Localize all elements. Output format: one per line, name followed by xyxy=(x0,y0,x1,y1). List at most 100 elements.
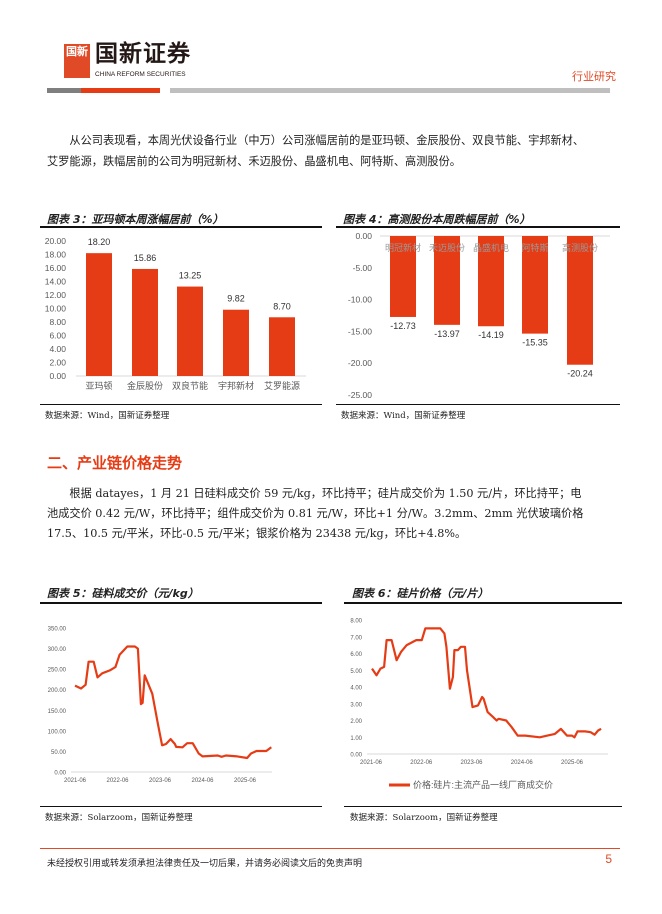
divider xyxy=(40,404,322,405)
data-label: 15.86 xyxy=(134,253,157,263)
y-tick-label: 1.00 xyxy=(350,736,362,742)
category-label: 阿特斯 xyxy=(521,242,548,253)
fig4-caption: 图表 4：高测股份本周跌幅居前（%） xyxy=(343,213,531,226)
header-divider xyxy=(170,88,610,93)
divider xyxy=(40,806,322,807)
x-tick-label: 2025-06 xyxy=(234,778,257,784)
bar xyxy=(132,268,158,376)
divider xyxy=(336,226,620,228)
y-tick-label: 7.00 xyxy=(350,635,362,641)
y-tick-label: 300.00 xyxy=(48,647,67,653)
price-paragraph: 根据 datayes，1 月 21 日硅料成交价 59 元/kg，环比持平；硅片… xyxy=(47,484,587,544)
y-tick-label: 150.00 xyxy=(48,709,67,715)
category-label: 金辰股份 xyxy=(127,380,163,391)
divider xyxy=(336,404,620,405)
logo-english: CHINA REFORM SECURITIES xyxy=(95,71,186,78)
y-tick-label: 4.00 xyxy=(350,686,362,692)
data-label: 9.82 xyxy=(227,294,245,304)
y-tick-label: 50.00 xyxy=(51,750,67,756)
report-type: 行业研究 xyxy=(572,70,616,83)
x-tick-label: 2022-06 xyxy=(410,760,433,766)
bar xyxy=(434,236,460,325)
y-tick-label: 3.00 xyxy=(350,702,362,708)
header-divider xyxy=(47,88,81,93)
y-tick-label: 16.00 xyxy=(45,263,67,273)
bar xyxy=(478,236,504,327)
x-tick-label: 2021-06 xyxy=(64,778,87,784)
category-label: 亚玛顿 xyxy=(85,380,112,391)
y-tick-label: 14.00 xyxy=(45,277,67,287)
fig5-caption: 图表 5：硅料成交价（元/kg） xyxy=(47,587,199,600)
y-tick-label: 8.00 xyxy=(49,317,66,327)
data-label: -20.24 xyxy=(567,369,593,379)
y-tick-label: 8.00 xyxy=(350,619,362,625)
category-label: 明冠新材 xyxy=(385,242,421,253)
fig6-caption: 图表 6：硅片价格（元/片） xyxy=(352,587,489,600)
logo-mark-text: 国新 xyxy=(66,45,88,58)
y-tick-label: -10.00 xyxy=(348,295,372,305)
fig3-caption: 图表 3：亚玛顿本周涨幅居前（%） xyxy=(47,213,224,226)
price-text: 根据 datayes，1 月 21 日硅料成交价 59 元/kg，环比持平；硅片… xyxy=(47,487,584,540)
divider xyxy=(344,602,622,604)
data-label: -14.19 xyxy=(478,330,504,340)
category-label: 高测股份 xyxy=(562,242,598,253)
category-label: 晶盛机电 xyxy=(473,242,509,253)
logo-name: 国新证券 xyxy=(95,41,191,67)
fig5-source: 数据来源：Solarzoom，国新证券整理 xyxy=(45,813,193,823)
intro-text: 从公司表现看，本周光伏设备行业（中万）公司涨幅居前的是亚玛顿、金辰股份、双良节能… xyxy=(47,134,585,168)
bar xyxy=(522,236,548,334)
divider xyxy=(344,806,622,807)
y-tick-label: 0.00 xyxy=(49,371,66,381)
data-label: -15.35 xyxy=(522,338,548,348)
y-tick-label: -20.00 xyxy=(348,358,372,368)
y-tick-label: 250.00 xyxy=(48,668,67,674)
bar xyxy=(86,253,112,376)
bar xyxy=(177,286,203,376)
category-label: 艾罗能源 xyxy=(264,380,300,391)
section-heading: 二、产业链价格走势 xyxy=(47,454,183,472)
bar xyxy=(390,236,416,317)
y-tick-label: 100.00 xyxy=(48,729,67,735)
y-tick-label: 5.00 xyxy=(350,669,362,675)
y-tick-label: -25.00 xyxy=(348,390,372,400)
y-tick-label: 0.00 xyxy=(350,753,362,759)
y-tick-label: 0.00 xyxy=(355,231,372,241)
data-label: 18.20 xyxy=(88,237,111,247)
footer-disclaimer: 未经授权引用或转发须承担法律责任及一切后果，并请务必阅读文后的免责声明 xyxy=(47,859,363,869)
intro-paragraph: 从公司表现看，本周光伏设备行业（中万）公司涨幅居前的是亚玛顿、金辰股份、双良节能… xyxy=(47,130,587,172)
y-tick-label: 6.00 xyxy=(49,331,66,341)
y-tick-label: -15.00 xyxy=(348,326,372,336)
x-tick-label: 2024-06 xyxy=(191,778,214,784)
divider xyxy=(40,226,322,228)
bar xyxy=(269,317,295,376)
bar xyxy=(567,236,593,365)
fig3-source: 数据来源：Wind，国新证券整理 xyxy=(45,411,170,421)
category-label: 双良节能 xyxy=(172,380,208,391)
y-tick-label: 20.00 xyxy=(45,236,67,246)
data-label: -12.73 xyxy=(390,321,416,331)
x-tick-label: 2024-06 xyxy=(511,760,534,766)
x-tick-label: 2022-06 xyxy=(106,778,129,784)
category-label: 禾迈股份 xyxy=(429,242,465,253)
category-label: 宇邦新材 xyxy=(218,380,254,391)
price-line xyxy=(371,627,602,739)
data-label: -13.97 xyxy=(434,329,460,339)
footer-divider xyxy=(40,848,620,849)
y-tick-label: 6.00 xyxy=(350,652,362,658)
bar xyxy=(223,309,249,376)
y-tick-label: 200.00 xyxy=(48,688,67,694)
legend-label: 价格:硅片:主流产品一线厂商成交价 xyxy=(413,779,553,790)
x-tick-label: 2021-06 xyxy=(360,760,383,766)
y-tick-label: 12.00 xyxy=(45,290,67,300)
y-tick-label: 2.00 xyxy=(49,358,66,368)
logo-mark: 国新 xyxy=(64,44,90,78)
fig6-source: 数据来源：Solarzoom，国新证券整理 xyxy=(350,813,498,823)
data-label: 13.25 xyxy=(179,271,202,281)
x-tick-label: 2023-06 xyxy=(149,778,172,784)
y-tick-label: 4.00 xyxy=(49,344,66,354)
x-tick-label: 2025-06 xyxy=(561,760,584,766)
fig4-source: 数据来源：Wind，国新证券整理 xyxy=(341,411,466,421)
price-line xyxy=(74,645,272,760)
y-tick-label: 0.00 xyxy=(54,771,66,777)
